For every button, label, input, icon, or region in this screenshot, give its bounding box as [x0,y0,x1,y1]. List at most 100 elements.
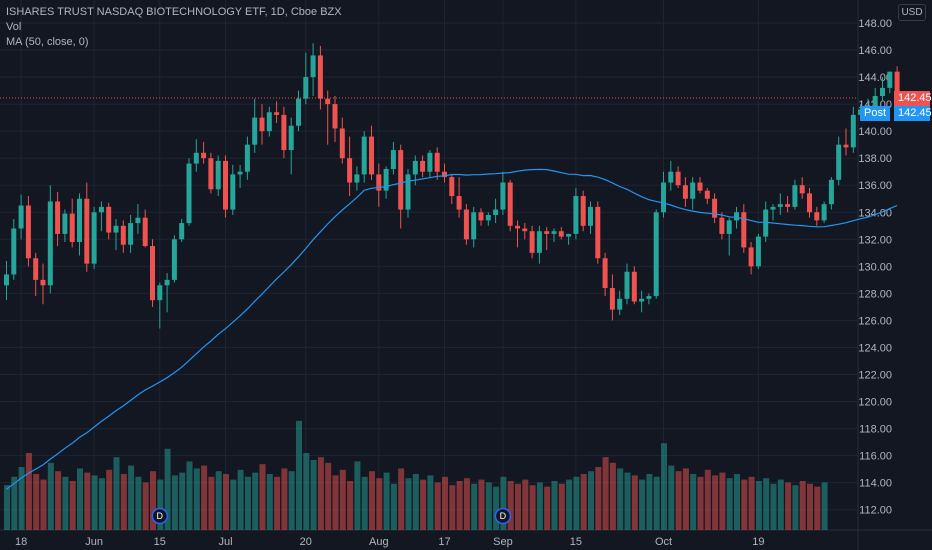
y-tick-label: 120.00 [858,397,892,409]
candle-body [223,160,228,210]
candle-body [646,296,652,299]
y-tick-label: 136.00 [858,180,892,192]
candle-body [821,204,827,221]
volume-bar [383,472,390,530]
y-tick-label: 132.00 [858,234,892,246]
candle-body [405,174,411,210]
volume-bar [266,474,273,530]
volume-bar [150,471,156,530]
candle-body [558,231,564,237]
candle-body [529,231,535,253]
volume-bar [427,475,434,530]
candle-body [843,144,849,148]
volume-bar [361,476,368,530]
candle-body [91,212,97,264]
volume-bar [668,465,675,530]
candle-body [171,239,177,280]
y-tick-label: 130.00 [858,261,892,273]
volume-bar [456,481,463,530]
candle-body [639,298,645,302]
volume-bar [609,462,616,530]
candle-body [215,160,221,190]
candle-body [157,285,163,301]
candle-body [208,158,214,190]
volume-bar [164,448,171,530]
volume-bar [712,475,719,530]
candle-body [741,212,747,248]
candle-body [303,77,309,99]
candle-body [792,185,798,207]
candle-body [485,214,491,221]
volume-bar [595,467,602,530]
ma-indicator-label[interactable]: MA (50, close, 0) [6,36,89,48]
volume-bar [157,479,164,530]
candle-body [770,206,776,210]
candle-body [434,152,440,172]
currency-button[interactable]: USD [898,4,926,21]
x-tick-label: 15 [570,536,582,548]
volume-bar [529,485,536,530]
candle-body [186,163,192,224]
volume-bar [734,474,740,530]
candle-body [463,209,469,240]
volume-bar [405,478,412,530]
y-tick-label: 146.00 [858,45,892,57]
volume-bar [704,469,711,530]
volume-bar [522,479,529,530]
volume-bar [777,479,784,530]
volume-bar [142,482,149,530]
candle-body [383,169,389,191]
candle-body [376,174,382,191]
candle-body [128,223,134,245]
candle-body [25,205,31,259]
x-tick-label: Oct [655,536,672,548]
candle-body [748,247,754,267]
candle-body [296,98,301,126]
y-tick-label: 116.00 [859,451,892,463]
volume-bar [719,472,726,530]
candle-body [595,206,601,259]
candle-body [106,206,112,233]
y-tick-label: 118.00 [859,424,892,436]
candle-body [201,152,207,159]
candle-body [624,271,630,299]
volume-bar [420,479,427,530]
candle-body [850,114,856,148]
candle-body [288,125,294,151]
volume-bar [288,471,295,530]
dividend-event-label: D [157,511,164,521]
candle-body [500,182,506,210]
candle-body [668,171,674,183]
volume-bar [755,481,762,530]
volume-bar [354,461,361,530]
volume-bar [106,469,113,530]
symbol-title[interactable]: ISHARES TRUST NASDAQ BIOTECHNOLOGY ETF, … [6,6,342,18]
candle-body [682,185,688,199]
candle-body [799,185,805,194]
volume-bar [347,481,354,530]
volume-bar [792,485,799,530]
volume-bar [179,472,186,530]
volume-indicator-label[interactable]: Vol [6,21,22,33]
volume-bar [84,472,91,530]
x-tick-label: 17 [438,536,450,548]
candle-body [420,160,426,172]
dividend-event-icon[interactable] [494,507,512,525]
volume-bar [697,476,704,530]
y-tick-label: 140.00 [858,126,892,138]
volume-bar [252,472,259,530]
candle-body [4,274,9,286]
candle-body [11,228,17,275]
dividend-event-icon[interactable] [151,507,169,525]
volume-bar [726,478,733,530]
volume-bar [201,465,208,530]
candle-body [55,201,61,234]
candle-body [142,217,148,247]
candle-body [661,182,666,213]
candle-body [449,177,455,197]
volume-bar [463,478,470,530]
volume-bar [602,457,609,530]
volume-bar [237,469,244,530]
